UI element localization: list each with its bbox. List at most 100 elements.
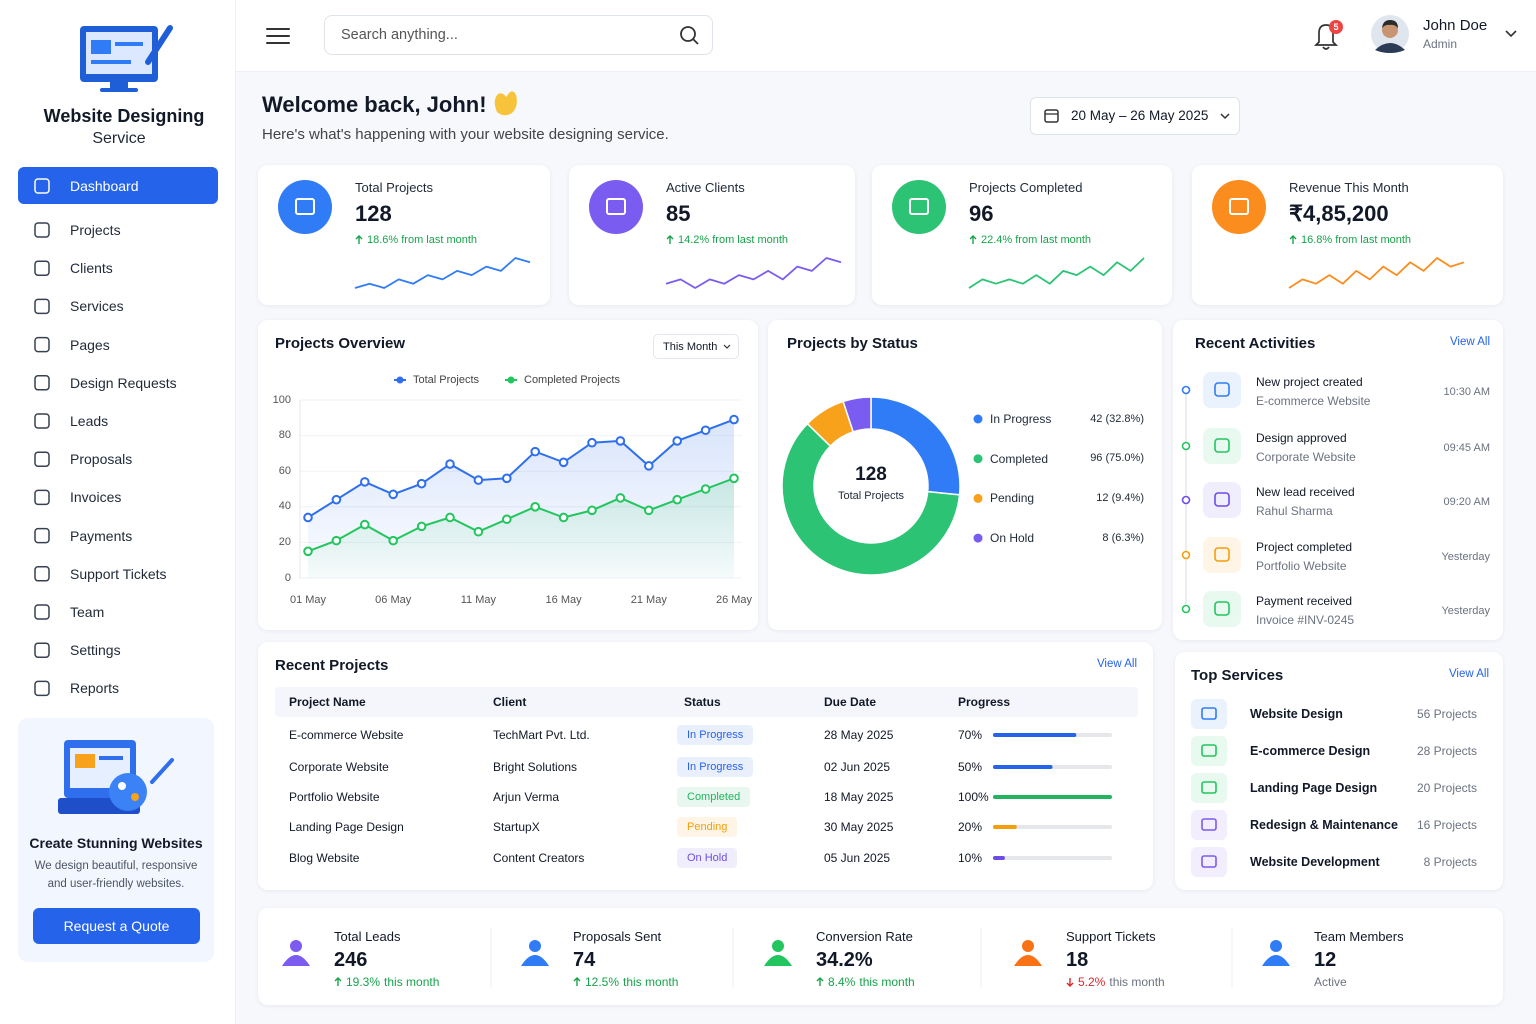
summary-label: Support Tickets	[1066, 928, 1156, 944]
legend-value: 8 (6.3%)	[1102, 531, 1144, 544]
series-point	[331, 535, 342, 546]
legend-value: 96 (75.0%)	[1090, 452, 1144, 465]
series-point	[473, 475, 484, 485]
nav-item[interactable]: Payments	[70, 527, 133, 544]
stat-label: Projects Completed	[969, 179, 1083, 195]
nav-item[interactable]: Reports	[70, 680, 120, 697]
donut-segment	[781, 422, 961, 576]
trend-arrow-icon	[969, 235, 977, 244]
nav-item[interactable]: Dashboard	[70, 178, 139, 194]
search-box[interactable]	[324, 15, 713, 55]
promo-text: We design beautiful, responsive and user…	[34, 860, 198, 890]
activity-icon-box	[1203, 372, 1241, 408]
projects-status-card	[768, 320, 1162, 630]
sparkline	[1288, 257, 1465, 289]
user-avatar-face	[1382, 22, 1398, 38]
view-all-link[interactable]: View All	[1096, 658, 1137, 671]
activity-title: Payment received	[1256, 594, 1353, 608]
activity-subtitle: Corporate Website	[1256, 450, 1356, 464]
nav-item[interactable]: Clients	[70, 260, 113, 277]
activity-time: Yesterday	[1441, 550, 1490, 563]
series-point	[416, 521, 427, 532]
project-name[interactable]: Portfolio Website	[289, 790, 380, 804]
legend-label: In Progress	[990, 412, 1052, 426]
table-header	[275, 687, 1138, 717]
summary-label: Conversion Rate	[816, 928, 913, 944]
stat-change: 16.8% from last month	[1301, 233, 1412, 246]
nav-item[interactable]: Leads	[70, 413, 109, 429]
series-point	[644, 505, 654, 516]
summary-label: Team Members	[1314, 928, 1404, 944]
nav-item[interactable]: Services	[70, 298, 124, 315]
project-name[interactable]: E-commerce Website	[289, 728, 404, 742]
nav-item[interactable]: Settings	[70, 642, 121, 659]
user-avatar-body	[1375, 43, 1405, 53]
view-all-link[interactable]: View All	[1448, 668, 1489, 681]
summary-icon-body	[282, 955, 310, 966]
nav-item[interactable]: Design Requests	[70, 374, 177, 391]
status-badge: Completed	[677, 787, 751, 807]
stat-label: Total Projects	[355, 179, 434, 195]
donut-segment	[842, 396, 872, 433]
summary-label: Proposals Sent	[573, 928, 662, 944]
nav-item[interactable]: Support Tickets	[70, 565, 167, 582]
y-tick-label: 20	[278, 535, 291, 548]
date-range-picker[interactable]	[1030, 97, 1240, 135]
activity-subtitle: Rahul Sharma	[1256, 504, 1333, 518]
summary-icon-body	[1014, 955, 1042, 966]
service-count: 56 Projects	[1416, 707, 1477, 721]
user-menu-chevron	[1505, 30, 1517, 38]
timeline-dot	[1181, 495, 1191, 505]
status-badge: Pending	[677, 817, 738, 837]
summary-value: 74	[573, 949, 596, 971]
x-tick-label: 21 May	[630, 593, 667, 606]
nav-item[interactable]: Projects	[70, 222, 121, 238]
card-title: Recent Projects	[275, 656, 389, 674]
logo-screen-line	[115, 42, 143, 46]
x-tick-label: 06 May	[375, 593, 412, 606]
stat-icon	[589, 180, 643, 234]
project-name[interactable]: Blog Website	[289, 851, 360, 865]
series-point	[502, 514, 512, 525]
logo-base	[100, 88, 138, 92]
series-point	[615, 436, 626, 446]
y-tick-label: 60	[278, 464, 291, 477]
service-name: Website Development	[1250, 854, 1380, 869]
series-point	[729, 414, 739, 425]
progress-label: 100%	[958, 790, 989, 804]
nav-item-active[interactable]	[18, 167, 218, 204]
nav-item[interactable]: Team	[70, 604, 105, 620]
service-count: 20 Projects	[1416, 781, 1477, 795]
trend-arrow-icon	[1289, 235, 1297, 244]
summary-value: 12	[1314, 949, 1337, 971]
summary-icon-body	[521, 955, 549, 966]
stat-value: 96	[969, 201, 994, 226]
series-point	[700, 484, 711, 494]
activity-icon	[1214, 547, 1230, 562]
nav-icon	[34, 375, 50, 391]
progress-label: 70%	[958, 728, 983, 742]
user-name[interactable]: John Doe	[1423, 16, 1488, 34]
activity-title: Project completed	[1256, 540, 1353, 554]
view-all-link[interactable]: View All	[1449, 336, 1490, 349]
project-name[interactable]: Corporate Website	[289, 760, 389, 774]
project-name[interactable]: Landing Page Design	[289, 820, 404, 834]
summary-change-value: 5.2%	[1078, 975, 1106, 989]
progress-bar	[993, 825, 1017, 829]
summary-change-suffix: this month	[1109, 975, 1165, 989]
nav-item[interactable]: Proposals	[70, 451, 133, 468]
stat-icon	[278, 180, 332, 234]
sparkline	[354, 257, 531, 289]
nav-icon	[34, 604, 50, 620]
column-header: Status	[684, 695, 721, 709]
nav-item[interactable]: Invoices	[70, 489, 122, 506]
summary-strip	[258, 908, 1503, 1005]
series-point	[700, 425, 711, 436]
series-point	[360, 519, 370, 530]
nav-icon	[34, 451, 50, 467]
series-line	[307, 418, 735, 519]
legend-marker	[507, 376, 515, 384]
nav-item[interactable]: Pages	[70, 336, 110, 353]
request-quote-button[interactable]: Request a Quote	[33, 908, 200, 944]
